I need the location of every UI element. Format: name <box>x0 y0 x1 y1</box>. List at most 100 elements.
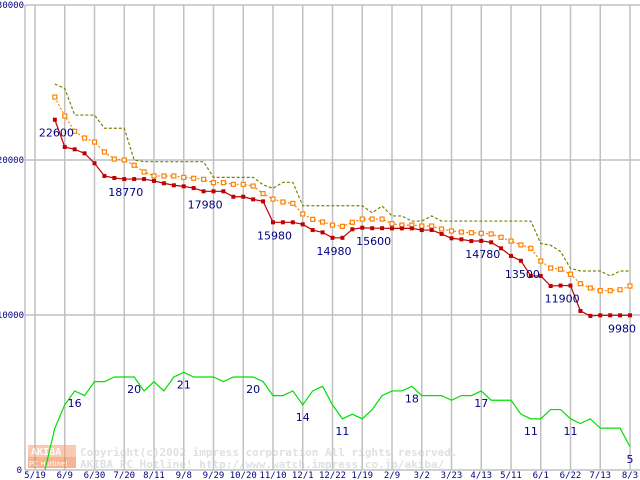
min-price-point <box>518 258 523 263</box>
count-label: 18 <box>405 392 419 405</box>
average-price-point <box>131 162 137 168</box>
average-price-point <box>181 174 187 180</box>
min-price-line <box>54 119 630 317</box>
x-tick-label: 6/30 <box>84 471 106 480</box>
average-price-point <box>518 242 524 248</box>
count-label: 16 <box>68 397 82 410</box>
min-price-point <box>588 313 593 318</box>
min-price-point <box>340 235 345 240</box>
min-price-point <box>231 194 236 199</box>
average-price-point <box>617 287 623 293</box>
average-price-point <box>627 283 633 289</box>
logo-bottom: PC Hotline! <box>29 460 68 468</box>
count-label: 11 <box>564 425 578 438</box>
min-price-point <box>350 227 355 232</box>
x-tick-label: 6/9 <box>57 471 73 480</box>
x-tick-label: 9/29 <box>203 471 225 480</box>
average-price-point <box>121 157 127 163</box>
x-tick-label: 7/20 <box>113 471 135 480</box>
x-tick-label: 11/10 <box>259 471 286 480</box>
price-label: 17980 <box>188 198 223 211</box>
min-price-point <box>469 239 474 244</box>
x-tick-label: 3/2 <box>414 471 430 480</box>
average-price-point <box>419 223 425 229</box>
min-price-point <box>439 231 444 236</box>
average-price-point <box>240 181 246 187</box>
average-price-point <box>230 181 236 187</box>
price-label: 14980 <box>317 245 352 258</box>
x-tick-label: 9/8 <box>176 471 192 480</box>
average-price-point <box>438 226 445 232</box>
y-tick-label: 0 <box>17 466 22 476</box>
logo-top-bg <box>28 445 76 457</box>
average-price-point <box>528 245 534 251</box>
min-price-point <box>261 199 266 204</box>
min-price-point <box>558 283 563 288</box>
min-price-point <box>489 240 494 245</box>
min-price-point <box>399 226 404 231</box>
price-label: 13500 <box>505 268 540 281</box>
average-price-point <box>597 288 603 294</box>
min-price-point <box>122 177 127 182</box>
average-price-point <box>210 180 217 186</box>
average-price-point <box>498 234 504 240</box>
y-tick-label: 10000 <box>0 311 24 321</box>
count-label: 17 <box>474 397 488 410</box>
x-tick-label: 12/1 <box>292 471 314 480</box>
min-price-point <box>548 284 553 289</box>
average-price-point <box>359 216 365 222</box>
min-price-point <box>142 177 147 182</box>
x-tick-label: 8/3 <box>622 471 638 480</box>
x-tick-label: 3/23 <box>441 471 463 480</box>
average-price-point <box>151 173 157 179</box>
y-tick-label: 30000 <box>0 1 24 11</box>
price-label: 15980 <box>257 229 292 242</box>
average-price-point <box>538 258 544 264</box>
shop-count-line <box>44 371 631 471</box>
average-price-point <box>548 265 554 271</box>
average-price-point <box>458 229 465 235</box>
label-layer: 22600 18770 17980 15980 14980 15600 14780 13500… <box>39 127 636 466</box>
min-price-point <box>181 184 186 189</box>
min-price-point <box>82 151 87 156</box>
min-price-point <box>370 226 375 231</box>
min-price-point <box>161 181 166 186</box>
min-price-point <box>320 230 325 235</box>
average-price-point <box>280 199 286 205</box>
count-label: 20 <box>127 383 141 396</box>
count-label: 11 <box>335 425 349 438</box>
average-price-point <box>191 175 197 181</box>
average-price-point <box>52 94 58 100</box>
average-price-point <box>488 231 494 237</box>
logo-top: AKIBA <box>31 447 61 458</box>
min-price-point <box>62 144 67 149</box>
min-price-point <box>102 173 107 178</box>
average-price-point <box>111 156 117 162</box>
average-price-point <box>62 113 68 119</box>
price-label: 15600 <box>356 235 391 248</box>
x-tick-label: 2/9 <box>384 471 400 480</box>
average-price-point <box>310 216 316 222</box>
average-price-point <box>448 228 455 234</box>
min-price-point <box>72 147 77 152</box>
min-price-point <box>52 117 57 122</box>
min-price-point <box>409 226 414 231</box>
average-price-point <box>567 271 574 277</box>
count-label: 21 <box>177 378 191 391</box>
min-price-point <box>112 175 117 180</box>
count-label: 20 <box>246 383 260 396</box>
average-price-point <box>101 149 108 155</box>
min-price-point <box>598 313 603 318</box>
min-price-point <box>380 226 385 231</box>
x-tick-label: 6/22 <box>560 471 582 480</box>
min-price-point <box>152 178 156 183</box>
min-price-point <box>251 197 256 202</box>
min-price-point <box>330 235 335 240</box>
min-price-point <box>310 228 315 233</box>
min-price-point <box>628 313 632 318</box>
x-tick-label: 6/1 <box>533 471 549 480</box>
average-price-point <box>557 266 564 272</box>
average-price-point <box>587 285 593 291</box>
